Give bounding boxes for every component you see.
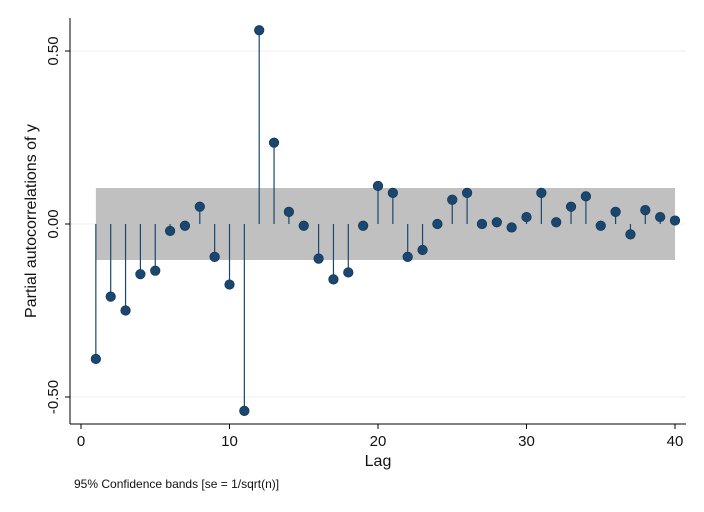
y-axis-title: Partial autocorrelations of y [23,124,40,318]
point-lag-15 [298,220,309,231]
point-lag-24 [432,218,443,230]
point-lag-32 [551,217,562,228]
point-lag-7 [179,220,191,231]
point-lag-37 [625,229,636,240]
point-lag-22 [402,251,413,262]
plot-region [70,25,686,416]
confidence-band-note: 95% Confidence bands [se = 1/sqrt(n)] [74,477,279,491]
point-lag-1 [90,353,101,365]
x-tick-label-2: 20 [370,433,387,450]
point-lag-8 [194,201,205,212]
point-lag-27 [476,218,488,230]
point-lag-10 [224,279,235,290]
point-lag-3 [120,305,131,316]
point-lag-38 [640,205,651,216]
point-lag-21 [387,187,398,198]
point-lag-19 [358,220,369,231]
point-lag-36 [610,206,621,217]
point-lag-2 [105,291,116,302]
y-tick-label-2: 0.50 [45,36,62,65]
x-tick-label-4: 40 [667,433,684,450]
point-lag-28 [491,217,502,228]
point-lag-26 [462,187,473,198]
point-lag-35 [595,220,606,231]
point-lag-40 [669,215,681,226]
point-lag-16 [313,253,324,264]
point-lag-39 [655,211,666,223]
point-lag-23 [417,244,428,256]
point-lag-6 [165,225,176,237]
points [90,25,681,416]
point-lag-11 [239,405,250,416]
point-lag-17 [328,274,339,285]
point-lag-20 [372,180,384,192]
x-tick-label-0: 0 [77,433,85,450]
point-lag-18 [343,267,354,278]
x-tick-label-1: 10 [221,433,238,450]
point-lag-29 [506,222,517,233]
point-lag-9 [209,251,220,262]
point-lag-14 [283,206,295,217]
x-ticks: 0 10 20 30 40 [77,424,684,450]
point-lag-31 [536,187,547,198]
point-lag-34 [580,191,592,202]
y-tick-label-1: 0.00 [45,209,62,238]
point-lag-33 [565,201,577,212]
point-lag-13 [268,137,280,148]
x-axis-title: Lag [365,453,392,470]
point-lag-5 [150,265,161,276]
confidence-band [95,188,676,260]
point-lag-4 [135,269,146,280]
y-tick-label-0: -0.50 [45,380,62,414]
x-tick-label-3: 30 [518,433,535,450]
axes: -0.50 0.00 0.50 0 10 20 30 40 [45,18,686,450]
point-lag-12 [254,25,265,36]
point-lag-25 [447,194,458,205]
point-lag-30 [521,211,532,223]
y-ticks: -0.50 0.00 0.50 [45,36,70,414]
